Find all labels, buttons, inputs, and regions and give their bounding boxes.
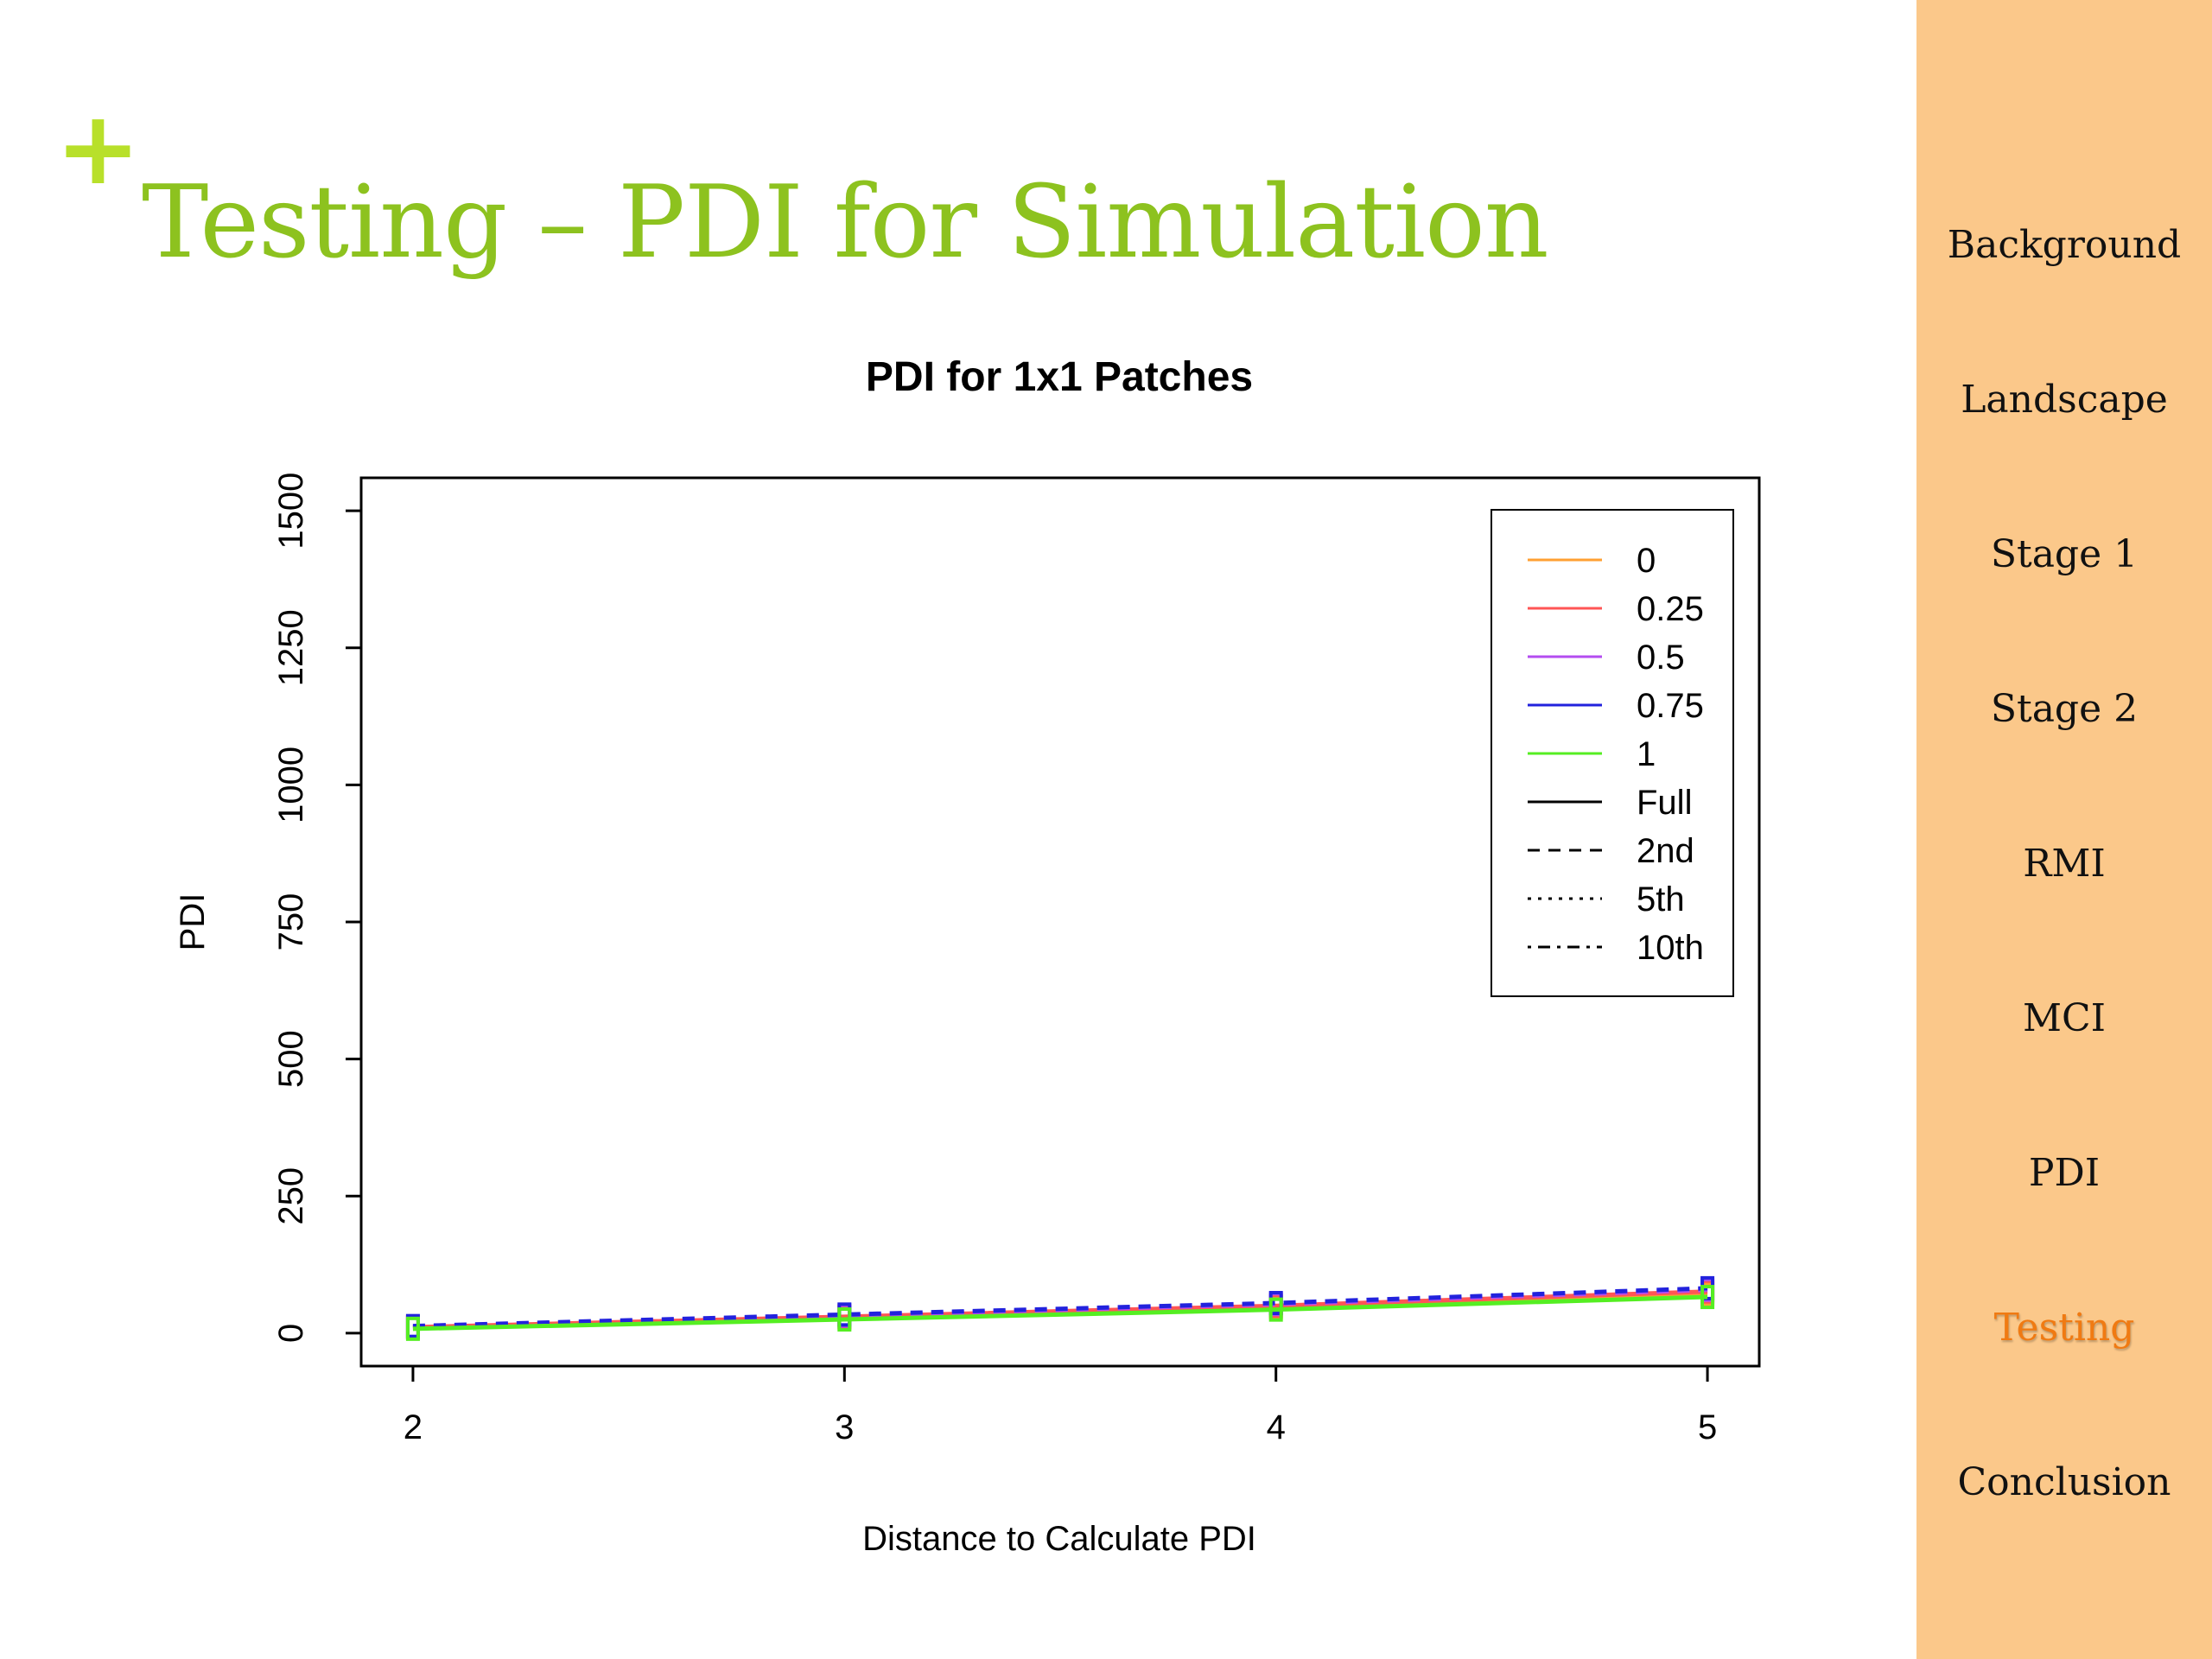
y-tick-label: 1000 <box>272 747 310 823</box>
nav-item-landscape[interactable]: Landscape <box>1961 378 2168 422</box>
nav-item-background[interactable]: Background <box>1947 223 2182 267</box>
chart-title: PDI for 1x1 Patches <box>866 354 1253 400</box>
x-tick-label: 5 <box>1698 1408 1717 1446</box>
legend-label: 2nd <box>1637 832 1694 870</box>
series-layer <box>405 1275 1715 1341</box>
data-point <box>1700 1285 1715 1310</box>
y-tick-label: 0 <box>272 1324 310 1343</box>
x-tick-label: 2 <box>404 1408 423 1446</box>
legend-label: Full <box>1637 784 1692 822</box>
x-tick-label: 3 <box>835 1408 854 1446</box>
series-group <box>405 1275 1715 1338</box>
legend-label: 0.25 <box>1637 590 1704 628</box>
y-tick-label: 250 <box>272 1167 310 1225</box>
nav-item-stage-2[interactable]: Stage 2 <box>1990 687 2139 731</box>
data-point <box>837 1307 852 1332</box>
legend-label: 0.5 <box>1637 639 1685 677</box>
y-tick-label: 1250 <box>272 609 310 686</box>
y-tick-label: 750 <box>272 893 310 951</box>
legend-entries: 0 0.25 0.5 0.75 1 Full 2nd 5th 10th <box>1528 542 1704 967</box>
legend-label: 5th <box>1637 880 1685 918</box>
data-point <box>1268 1297 1283 1322</box>
series-line <box>412 1294 1708 1332</box>
y-axis: 0 250 500 750 1000 1250 1500 <box>272 473 363 1343</box>
series-group <box>405 1285 1715 1341</box>
x-tick-label: 4 <box>1267 1408 1286 1446</box>
y-tick-label: 1500 <box>272 473 310 550</box>
nav-item-testing[interactable]: Testing <box>1993 1306 2135 1350</box>
nav-item-conclusion[interactable]: Conclusion <box>1957 1460 2171 1504</box>
title-plus-mark: + <box>55 88 141 207</box>
nav-item-stage-1[interactable]: Stage 1 <box>1990 532 2139 576</box>
series-line <box>412 1286 1708 1329</box>
x-axis-label: Distance to Calculate PDI <box>862 1520 1256 1558</box>
y-tick-label: 500 <box>272 1030 310 1088</box>
legend-label: 1 <box>1637 735 1656 773</box>
page-title: Testing – PDI for Simulation <box>142 164 1549 281</box>
chart-legend: 0 0.25 0.5 0.75 1 Full 2nd 5th 10th <box>1491 509 1734 997</box>
legend-label: 0 <box>1637 542 1656 580</box>
y-axis-label: PDI <box>174 893 212 951</box>
x-axis: 2 3 4 5 <box>404 1364 1717 1446</box>
legend-label: 10th <box>1637 929 1704 967</box>
nav-item-pdi[interactable]: PDI <box>2028 1151 2101 1195</box>
legend-label: 0.75 <box>1637 687 1704 725</box>
data-point <box>405 1316 420 1341</box>
nav-item-rmi[interactable]: RMI <box>2023 842 2106 886</box>
section-nav: Background Landscape Stage 1 Stage 2 RMI… <box>1916 0 2212 1659</box>
nav-item-mci[interactable]: MCI <box>2022 996 2107 1040</box>
